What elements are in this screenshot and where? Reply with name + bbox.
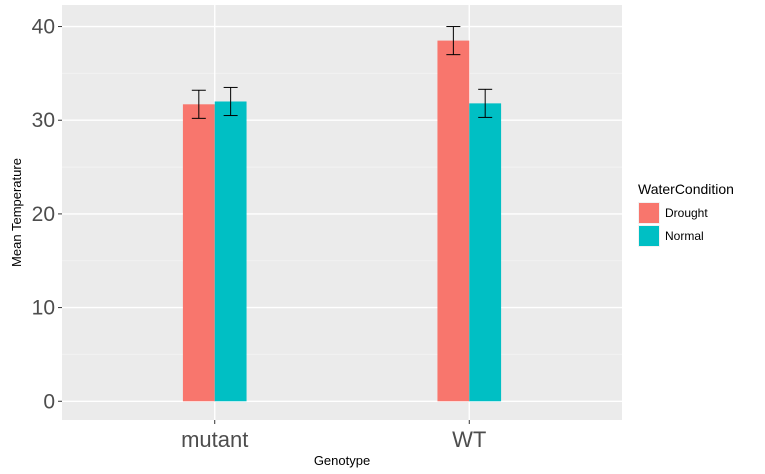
- bar: [469, 103, 502, 402]
- legend-swatch: [639, 226, 659, 246]
- x-axis-title: Genotype: [314, 453, 370, 468]
- bar: [182, 104, 215, 402]
- y-tick-label: 20: [32, 203, 55, 226]
- x-tick-label: WT: [452, 427, 486, 452]
- bar: [437, 40, 470, 402]
- legend-items: Drought Normal: [638, 202, 708, 247]
- legend-title: WaterCondition: [638, 181, 734, 197]
- y-tick-label: 30: [32, 109, 55, 132]
- x-tick-label: mutant: [181, 427, 248, 452]
- error-bars: [191, 26, 493, 119]
- legend-swatch: [639, 203, 659, 223]
- legend-label: Drought: [665, 206, 708, 220]
- bar: [214, 101, 247, 402]
- plot-panel: [62, 5, 622, 420]
- legend-label: Normal: [665, 229, 704, 243]
- y-tick-label: 40: [32, 16, 55, 39]
- y-axis-ticks: 0 10 20 30 40: [32, 16, 62, 413]
- y-tick-label: 10: [32, 297, 55, 320]
- x-axis-ticks: mutant WT: [181, 420, 486, 452]
- y-axis-title: Mean Temperature: [9, 158, 24, 267]
- legend: WaterCondition Drought Normal: [638, 181, 734, 247]
- y-tick-label: 0: [43, 390, 55, 413]
- bars: [182, 40, 502, 402]
